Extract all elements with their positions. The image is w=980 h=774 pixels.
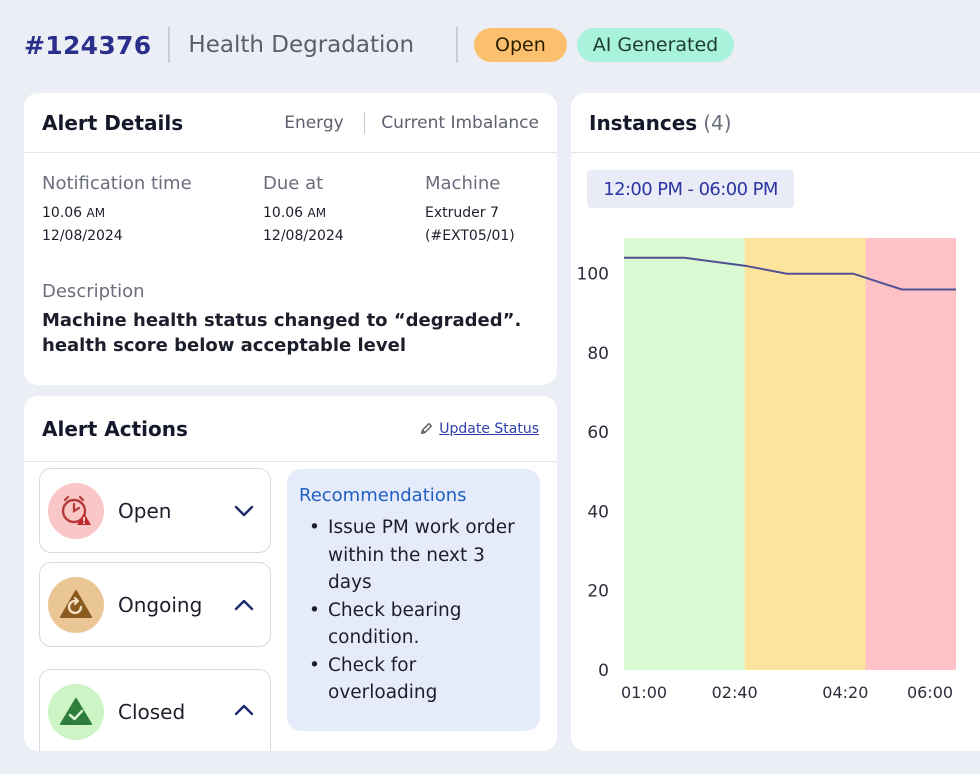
progress-triangle-icon [48,576,104,633]
notification-time-ampm: AM [86,206,106,220]
notification-date-value: 12/08/2024 [42,228,123,244]
category-divider [363,111,366,134]
machine-code: (#EXT05/01) [425,228,515,244]
x-tick-label: 01:00 [621,683,667,702]
instances-count: (4) [703,110,732,135]
description-label: Description [42,281,145,302]
notification-time-value: 10.06 [42,205,83,221]
chart-zone-2 [865,238,956,670]
alert-details-card: Alert Details Energy Current Imbalance N… [24,93,557,385]
notification-time-field: Notification time 10.06 AM 12/08/2024 [42,173,192,248]
alert-subcategory: Current Imbalance [381,112,539,133]
status-option-label: Closed [118,700,186,724]
due-at-ampm: AM [307,206,327,220]
chart-series-line [624,256,956,291]
recommendations-title: Recommendations [299,485,467,506]
recommendations-panel: Recommendations Issue PM work order with… [287,469,540,731]
check-triangle-icon [48,684,104,740]
alert-actions-card: Alert Actions Update Status Open [24,396,557,751]
alert-header: #124376 Health Degradation Open AI Gener… [24,22,735,68]
machine-label: Machine [425,173,501,194]
description-section: Description Machine health status change… [42,281,539,358]
due-at-time-value: 10.06 [263,205,304,221]
due-at-field: Due at 10.06 AM 12/08/2024 [263,173,344,248]
alert-title: Health Degradation [188,32,415,58]
alert-details-title: Alert Details [42,110,184,135]
status-option-closed[interactable]: Closed [39,669,271,751]
alarm-clock-warning-icon [48,482,104,539]
recommendation-item: Check bearing condition. [299,597,530,652]
update-status-link[interactable]: Update Status [420,421,539,437]
alert-details-header: Alert Details Energy Current Imbalance [24,93,557,153]
status-option-label: Ongoing [118,592,203,617]
y-tick-label: 0 [598,661,609,681]
status-badge: Open [474,28,567,62]
y-tick-label: 100 [577,265,609,285]
x-tick-label: 02:40 [712,683,758,702]
chevron-down-icon[interactable] [234,505,254,517]
y-tick-label: 80 [587,344,609,364]
header-divider [168,27,171,63]
x-tick-label: 06:00 [907,683,953,702]
machine-field: Machine Extruder 7 (#EXT05/01) [425,173,515,248]
health-score-chart: 0 20 40 60 80 100 01:00 02:40 04:20 06:00 [577,238,956,702]
due-at-label: Due at [263,173,324,194]
recommendation-item: Check for overloading [299,652,530,707]
header-divider [456,27,459,63]
chevron-up-icon[interactable] [234,599,254,611]
recommendation-item: Issue PM work order within the next 3 da… [299,514,530,597]
update-status-label: Update Status [439,420,539,437]
instances-title: Instances [589,110,698,135]
x-tick-label: 04:20 [822,683,868,702]
y-tick-label: 20 [587,582,609,602]
alert-id: #124376 [24,30,152,60]
alert-category: Energy [284,112,344,133]
chart-zone-0 [624,238,745,670]
recommendations-list: Issue PM work order within the next 3 da… [299,514,530,707]
ai-generated-badge: AI Generated [576,28,735,62]
status-option-open[interactable]: Open [39,468,271,553]
description-line-2: health score below acceptable level [42,335,406,356]
chevron-up-icon[interactable] [234,704,254,716]
chart-zone-1 [744,238,866,670]
description-line-1: Machine health status changed to “degrad… [42,310,522,331]
pencil-icon [421,422,433,435]
machine-name: Extruder 7 [425,205,499,221]
notification-time-label: Notification time [42,173,192,194]
y-tick-label: 40 [587,502,609,522]
time-range-chip[interactable]: 12:00 PM - 06:00 PM [587,170,794,208]
instances-header: Instances (4) [571,93,980,153]
status-option-ongoing[interactable]: Ongoing [39,562,271,647]
due-at-date-value: 12/08/2024 [263,228,344,244]
y-tick-label: 60 [587,423,609,443]
instances-card: Instances (4) 12:00 PM - 06:00 PM 0 20 40 6… [571,93,980,751]
status-option-label: Open [118,498,172,523]
alert-actions-title: Alert Actions [42,416,188,441]
alert-actions-header: Alert Actions Update Status [24,396,557,462]
